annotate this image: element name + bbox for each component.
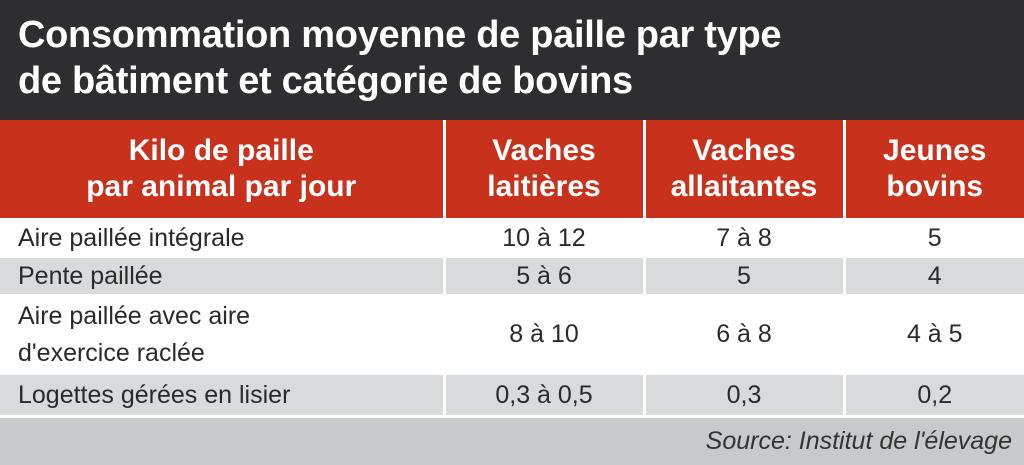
header-row: Kilo de paille par animal par jour Vache…	[0, 120, 1024, 218]
row-label-line: Aire paillée avec aire	[18, 301, 251, 330]
cell-jeunes-bovins: 0,2	[842, 375, 1024, 415]
title-line-2: de bâtiment et catégorie de bovins	[18, 60, 633, 102]
cell-jeunes-bovins: 4 à 5	[842, 294, 1024, 375]
cell-vaches-laitieres: 0,3 à 0,5	[442, 375, 644, 415]
source-note: Source: Institut de l'élevage	[0, 418, 1024, 465]
table-row: Pente paillée 5 à 6 5 4	[0, 258, 1024, 294]
cell-vaches-laitieres: 8 à 10	[442, 294, 644, 375]
header-line: par animal par jour	[86, 170, 357, 203]
row-label: Logettes gérées en lisier	[0, 375, 444, 415]
table-row: Logettes gérées en lisier 0,3 à 0,5 0,3 …	[0, 375, 1024, 415]
row-label: Aire paillée intégrale	[0, 218, 444, 258]
header-line: Jeunes	[883, 134, 987, 167]
cell-vaches-allaitantes: 5	[642, 258, 844, 294]
header-line: Vaches	[692, 134, 796, 167]
cell-vaches-allaitantes: 6 à 8	[642, 294, 844, 375]
row-label-line: d'exercice raclée	[18, 338, 205, 367]
title-bar: Consommation moyenne de paille par type …	[0, 0, 1024, 120]
header-jeunes-bovins: Jeunes bovins	[842, 120, 1024, 218]
cell-vaches-allaitantes: 0,3	[642, 375, 844, 415]
header-line: Kilo de paille	[128, 134, 314, 167]
header-line: laitières	[487, 170, 601, 203]
cell-vaches-laitieres: 10 à 12	[442, 218, 644, 258]
header-kilo-paille: Kilo de paille par animal par jour	[0, 120, 444, 218]
cell-vaches-allaitantes: 7 à 8	[642, 218, 844, 258]
row-label: Aire paillée avec aire d'exercice raclée	[0, 294, 444, 375]
row-label: Pente paillée	[0, 258, 444, 294]
cell-jeunes-bovins: 5	[842, 218, 1024, 258]
table-row: Aire paillée intégrale 10 à 12 7 à 8 5	[0, 218, 1024, 258]
cell-jeunes-bovins: 4	[842, 258, 1024, 294]
straw-consumption-table: Kilo de paille par animal par jour Vache…	[0, 120, 1024, 415]
header-vaches-allaitantes: Vaches allaitantes	[642, 120, 844, 218]
table-row: Aire paillée avec aire d'exercice raclée…	[0, 294, 1024, 375]
cell-vaches-laitieres: 5 à 6	[442, 258, 644, 294]
header-line: bovins	[886, 170, 984, 203]
header-line: Vaches	[492, 134, 596, 167]
title-line-1: Consommation moyenne de paille par type	[18, 14, 782, 56]
header-line: allaitantes	[670, 170, 818, 203]
header-vaches-laitieres: Vaches laitières	[442, 120, 644, 218]
